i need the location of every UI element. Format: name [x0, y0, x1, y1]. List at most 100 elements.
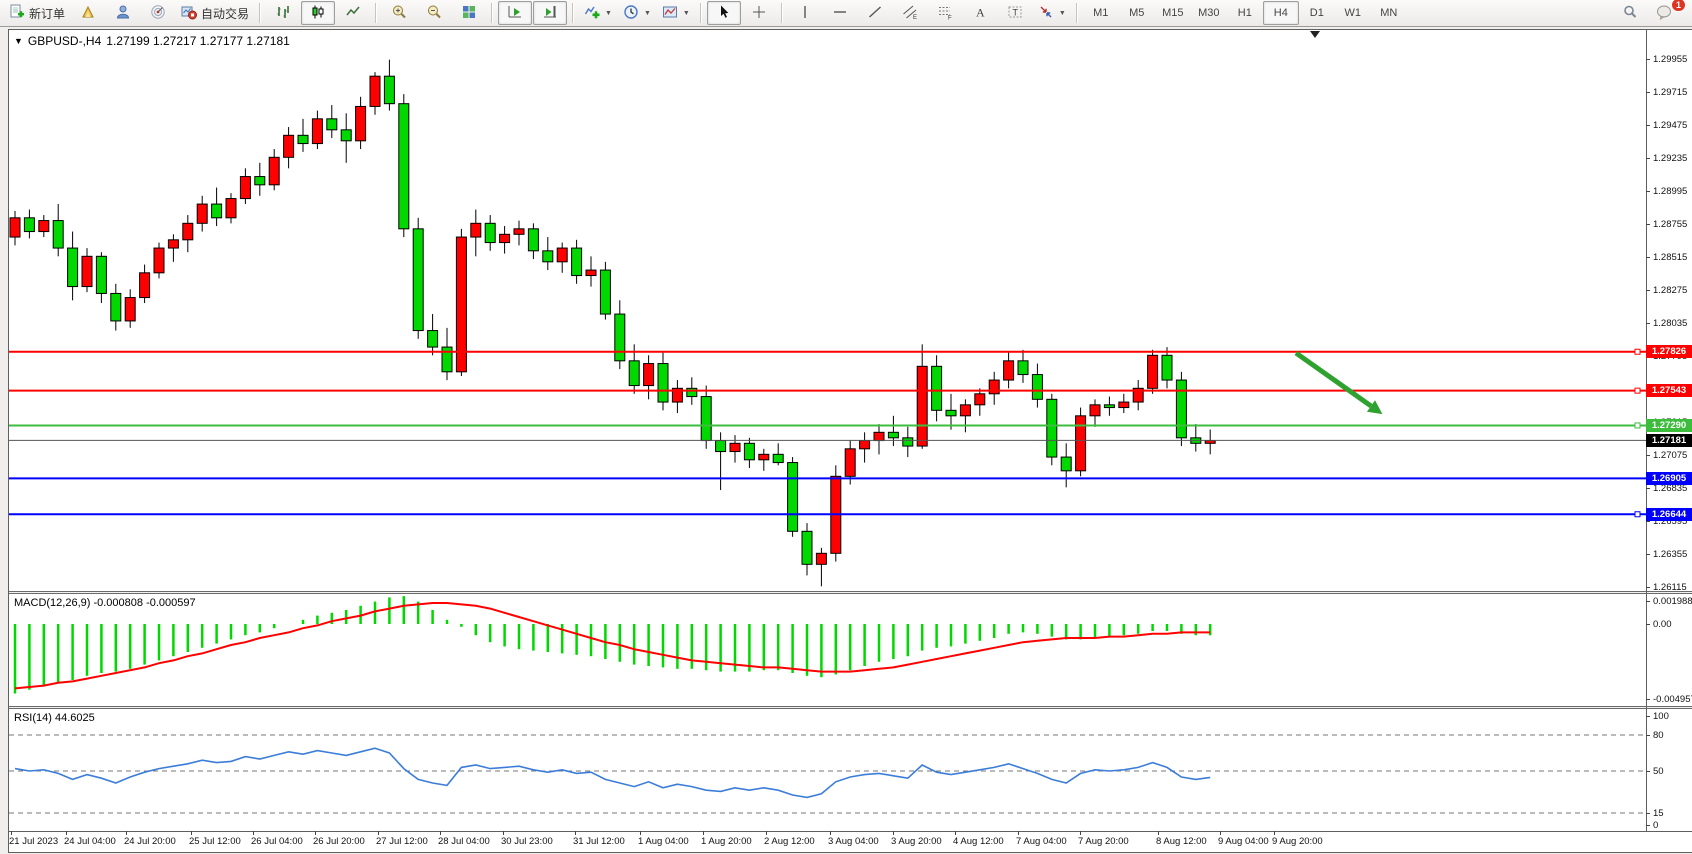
- timeframe-button-mn[interactable]: MN: [1380, 7, 1398, 19]
- chart-object: [931, 365, 943, 411]
- crosshair-button[interactable]: [742, 1, 776, 25]
- cursor-button[interactable]: [706, 1, 741, 25]
- price-tick: [1646, 554, 1650, 555]
- price-tick-label: 1.27075: [1653, 449, 1688, 461]
- notifications-icon: [1656, 4, 1674, 23]
- time-tick-label: 9 Aug 20:00: [1272, 836, 1323, 847]
- rsi-tick-label: 15: [1653, 807, 1664, 819]
- chart-title-overlay: ▼ GBPUSD-,H4 1.27199 1.27217 1.27177 1.2…: [14, 34, 290, 48]
- timeframe-button-m30[interactable]: M30: [1198, 7, 1220, 19]
- notifications-button[interactable]: 1: [1648, 0, 1686, 25]
- main-toolbar: 新订单 自动交易: [0, 0, 1692, 27]
- time-tick-label: 3 Aug 20:00: [891, 836, 942, 847]
- chart-object: [1634, 511, 1641, 518]
- rsi-tick-label: 50: [1653, 765, 1664, 777]
- vertical-line-button[interactable]: [788, 1, 822, 25]
- time-tick-label: 9 Aug 04:00: [1218, 836, 1269, 847]
- fibonacci-button[interactable]: F: [928, 1, 962, 25]
- candlestick-chart-button[interactable]: [301, 1, 336, 25]
- chart-object: [916, 365, 928, 447]
- indicators-button[interactable]: ▼: [579, 1, 617, 25]
- time-tick: [766, 831, 767, 835]
- chart-object: [1366, 400, 1383, 415]
- svg-text:E: E: [913, 15, 917, 20]
- periods-button[interactable]: ▼: [618, 1, 656, 25]
- horizontal-line-button[interactable]: [823, 1, 857, 25]
- time-tick-label: 4 Aug 12:00: [953, 836, 1004, 847]
- price-tick-label: 1.28515: [1653, 251, 1688, 263]
- trendline-button[interactable]: [858, 1, 892, 25]
- vertical-line-icon: [797, 4, 813, 23]
- timeframe-button-d1[interactable]: D1: [1309, 7, 1324, 19]
- chart-object: [196, 203, 208, 224]
- chart-object: [628, 360, 640, 387]
- tile-windows-button[interactable]: [452, 1, 486, 25]
- time-tick: [253, 831, 254, 835]
- chart-object: [1634, 422, 1641, 429]
- chevron-down-icon: ▼: [605, 9, 612, 17]
- chart-object: [758, 453, 770, 461]
- auto-scroll-button[interactable]: [498, 1, 533, 25]
- chart-object: [1204, 440, 1216, 444]
- time-tick-label: 25 Jul 12:00: [189, 836, 241, 847]
- timeframe-button-h4[interactable]: H4: [1262, 1, 1299, 25]
- one-click-trading-expander[interactable]: ▼: [14, 36, 23, 46]
- time-tick-label: 21 Jul 2023: [9, 836, 59, 847]
- search-button[interactable]: [1613, 1, 1647, 25]
- new-order-button[interactable]: 新订单: [4, 1, 70, 25]
- rsi-tick: [1646, 813, 1650, 814]
- zoom-out-button[interactable]: [417, 1, 451, 25]
- timeframe-button-w1[interactable]: W1: [1344, 7, 1362, 19]
- channel-icon: E: [902, 4, 918, 23]
- macd-pane[interactable]: [9, 594, 1646, 706]
- time-tick-label: 2 Aug 12:00: [764, 836, 815, 847]
- chart-object: [326, 118, 338, 131]
- chart-object: [268, 156, 280, 186]
- time-tick: [1274, 831, 1275, 835]
- chart-object: [1161, 354, 1173, 381]
- market-watch-button[interactable]: [106, 1, 140, 25]
- signals-button[interactable]: [141, 1, 175, 25]
- arrows-icon: [1038, 4, 1054, 23]
- channel-button[interactable]: E: [893, 1, 927, 25]
- autotrading-button[interactable]: 自动交易: [176, 1, 254, 25]
- horizontal-line-icon: [832, 4, 848, 23]
- templates-icon: [662, 4, 678, 23]
- rsi-tick: [1646, 771, 1650, 772]
- timeframe-button-h1[interactable]: H1: [1237, 7, 1252, 19]
- time-tick-label: 7 Aug 20:00: [1078, 836, 1129, 847]
- market-watch-icon: [115, 4, 131, 23]
- svg-text:A: A: [976, 5, 985, 19]
- price-tick-label: 1.26835: [1653, 482, 1688, 494]
- candlestick-chart-icon: [310, 4, 326, 23]
- price-chart-pane[interactable]: [9, 30, 1646, 591]
- timeframe-button-m5[interactable]: M5: [1129, 7, 1145, 19]
- time-tick-label: 31 Jul 12:00: [573, 836, 625, 847]
- templates-button[interactable]: ▼: [657, 1, 695, 25]
- pane-separator[interactable]: [9, 591, 1692, 594]
- profiles-button[interactable]: [71, 1, 105, 25]
- hline-price-badge: 1.26644: [1646, 507, 1692, 521]
- chart-shift-marker[interactable]: [1310, 31, 1320, 38]
- line-chart-button[interactable]: [336, 1, 370, 25]
- bar-chart-button[interactable]: [266, 1, 300, 25]
- chart-object: [211, 203, 223, 219]
- price-tick: [1646, 587, 1650, 588]
- timeframe-button-m15[interactable]: M15: [1162, 7, 1184, 19]
- time-tick-label: 28 Jul 04:00: [438, 836, 490, 847]
- label-button[interactable]: T: [998, 1, 1032, 25]
- autotrading-icon: [181, 4, 198, 23]
- chart-object: [1634, 387, 1641, 394]
- arrows-button[interactable]: ▼: [1033, 1, 1071, 25]
- chart-object: [441, 346, 453, 373]
- timeframe-button-m1[interactable]: M1: [1093, 7, 1109, 19]
- chart-object: [599, 269, 611, 315]
- chart-object: [412, 228, 424, 332]
- zoom-in-button[interactable]: [382, 1, 416, 25]
- pane-separator[interactable]: [9, 706, 1692, 709]
- chart-shift-button[interactable]: [533, 1, 568, 25]
- text-button[interactable]: A: [963, 1, 997, 25]
- chart-object: [110, 292, 122, 322]
- rsi-pane[interactable]: [9, 709, 1646, 831]
- auto-scroll-icon: [507, 4, 523, 23]
